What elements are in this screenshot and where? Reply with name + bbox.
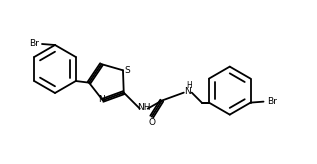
Text: Br: Br bbox=[268, 97, 277, 106]
Text: O: O bbox=[148, 118, 155, 127]
Text: S: S bbox=[124, 66, 130, 75]
Text: NH: NH bbox=[137, 103, 151, 112]
Text: N: N bbox=[184, 87, 191, 96]
Text: N: N bbox=[98, 95, 105, 104]
Text: H: H bbox=[186, 81, 192, 90]
Text: Br: Br bbox=[29, 40, 39, 49]
